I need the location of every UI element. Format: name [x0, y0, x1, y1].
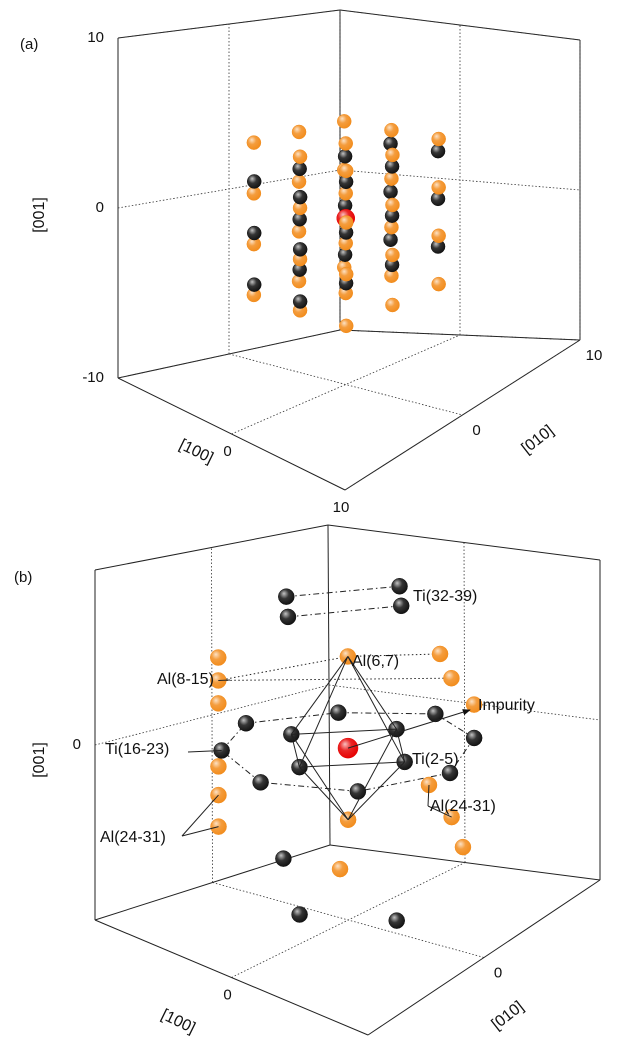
ring-line	[338, 713, 435, 714]
atom	[385, 298, 399, 312]
annotation: Al(24-31)	[430, 798, 496, 815]
annotation: Ti(16-23)	[105, 741, 169, 758]
ring-line	[261, 782, 358, 791]
atom	[293, 150, 307, 164]
atom	[280, 609, 296, 625]
ring-line	[286, 586, 399, 596]
atom	[443, 670, 459, 686]
y-tick-label: 0	[494, 964, 502, 981]
figure: 0 10 0 10 -10 0 10 (a) [001] [100] [010] 0 0 0 (b) [001…	[0, 0, 619, 1039]
atom	[292, 175, 306, 189]
y-axis-label: [010]	[489, 998, 528, 1033]
ring-line	[218, 678, 451, 680]
z-axis-label: [001]	[31, 742, 48, 778]
atom	[293, 190, 307, 204]
atom	[210, 695, 226, 711]
annotation: Impurity	[478, 697, 535, 714]
x-tick-label: 10	[333, 499, 350, 516]
atom	[275, 851, 291, 867]
atom	[393, 598, 409, 614]
x-tick-label: 0	[223, 443, 231, 460]
grid-line	[229, 354, 463, 415]
octahedron-edge	[291, 729, 396, 734]
atom	[293, 242, 307, 256]
atom	[278, 589, 294, 605]
panel: 0 0 0 (b) [001] [100] [010] Ti(32-39) Al(8-15) Al…	[14, 525, 600, 1037]
annotation: Al(6,7)	[352, 653, 399, 670]
atom	[384, 172, 398, 186]
atom	[293, 295, 307, 309]
atom	[432, 132, 446, 146]
z-tick-label: 0	[73, 736, 81, 753]
atom	[210, 650, 226, 666]
z-axis-label: [001]	[31, 197, 48, 233]
panel: 0 10 0 10 -10 0 10 (a) [001] [100] [010]	[20, 10, 602, 516]
panel-label: (b)	[14, 569, 32, 586]
atom	[385, 198, 399, 212]
atom	[385, 148, 399, 162]
atom	[389, 913, 405, 929]
atom	[332, 861, 348, 877]
atom	[339, 215, 353, 229]
atom	[339, 267, 353, 281]
y-tick-label: 10	[586, 347, 603, 364]
ring-line	[288, 606, 401, 617]
atom	[392, 578, 408, 594]
octahedron-edge	[299, 767, 348, 820]
atom	[292, 224, 306, 238]
ring-line	[246, 713, 338, 724]
atom	[339, 164, 353, 178]
atom	[292, 906, 308, 922]
annotation: Al(8-15)	[157, 671, 214, 688]
atom	[339, 319, 353, 333]
atom	[337, 114, 351, 128]
atom	[431, 144, 445, 158]
atom	[247, 174, 261, 188]
z-tick-label: -10	[82, 369, 104, 386]
atom	[432, 229, 446, 243]
atom	[247, 136, 261, 150]
x-axis-label: [100]	[176, 436, 215, 467]
grid-line	[232, 335, 461, 434]
annotation: Ti(2-5)	[412, 751, 459, 768]
atom	[238, 715, 254, 731]
box-edge	[368, 880, 600, 1035]
atom	[292, 125, 306, 139]
annotation: Al(24-31)	[100, 829, 166, 846]
atom	[293, 162, 307, 176]
box-edge	[345, 340, 580, 490]
atom	[253, 774, 269, 790]
atom	[339, 136, 353, 150]
atom	[455, 839, 471, 855]
z-tick-label: 0	[96, 199, 104, 216]
z-tick-label: 10	[87, 29, 104, 46]
atom	[466, 730, 482, 746]
box-edge	[328, 525, 600, 560]
atom	[384, 233, 398, 247]
annotation: Ti(32-39)	[413, 588, 477, 605]
x-tick-label: 0	[223, 986, 231, 1003]
grid-line	[213, 883, 485, 958]
octahedron-edge	[299, 762, 404, 767]
page: 0 10 0 10 -10 0 10 (a) [001] [100] [010] 0 0 0 (b) [001…	[0, 0, 619, 1039]
atom	[432, 277, 446, 291]
atom	[432, 180, 446, 194]
atom	[338, 149, 352, 163]
y-tick-label: 0	[472, 422, 480, 439]
atom	[384, 185, 398, 199]
arrow	[348, 710, 470, 748]
panel-label: (a)	[20, 36, 38, 53]
atom	[210, 758, 226, 774]
atom	[385, 248, 399, 262]
atom	[330, 705, 346, 721]
atom	[384, 123, 398, 137]
y-axis-label: [010]	[519, 422, 558, 457]
x-axis-label: [100]	[158, 1006, 197, 1037]
octahedron-edge	[291, 656, 348, 734]
atom	[432, 646, 448, 662]
atom	[247, 278, 261, 292]
atom	[247, 226, 261, 240]
